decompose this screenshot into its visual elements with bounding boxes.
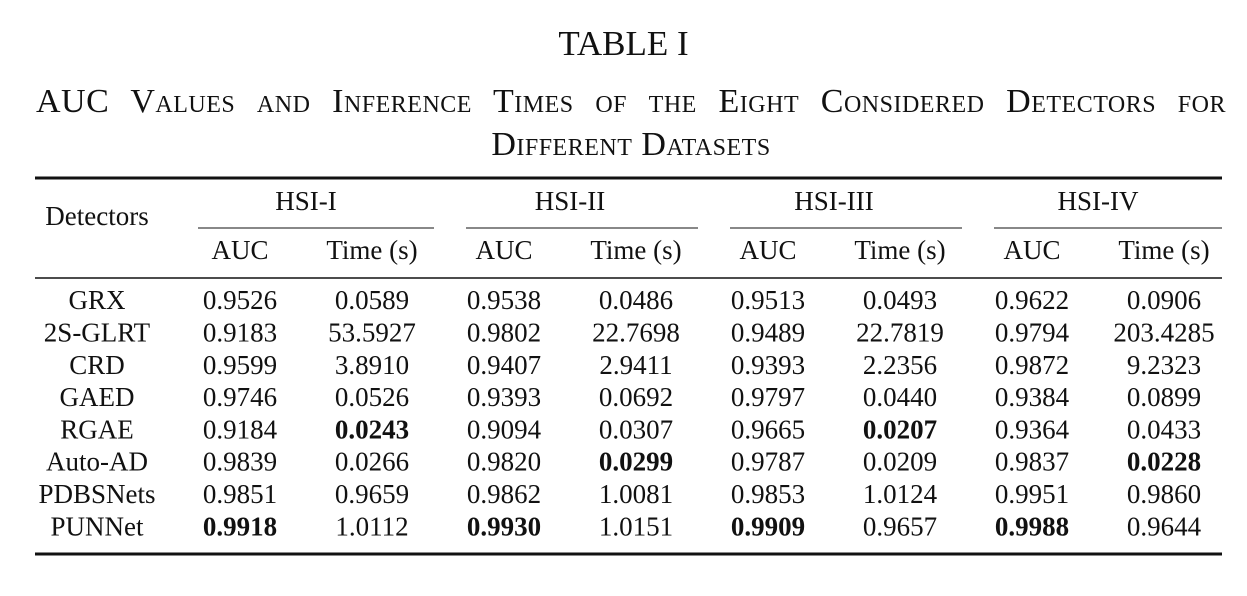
- table-cell: 0.9665: [731, 414, 805, 444]
- table-cell: 0.9538: [467, 285, 541, 315]
- table-caption: AUC Values and Inference Times of the Ei…: [36, 83, 1226, 163]
- table-cell: 0.9951: [995, 479, 1069, 509]
- table-cell: 53.5927: [328, 318, 416, 348]
- column-header: Time (s): [1118, 235, 1209, 265]
- table-cell: 0.9787: [731, 447, 805, 477]
- table-cell: 9.2323: [1127, 350, 1201, 380]
- table-cell: 0.0266: [335, 447, 409, 477]
- table-cell: 0.9839: [203, 447, 277, 477]
- table-cell: 0.9851: [203, 479, 277, 509]
- column-header: AUC: [475, 235, 532, 265]
- table-cell: 0.0299: [599, 447, 673, 477]
- table-cell: 0.0228: [1127, 447, 1201, 477]
- table-cell: 2.2356: [863, 350, 937, 380]
- row-header: PDBSNets: [38, 479, 155, 509]
- header-cell: Detectors: [45, 201, 148, 231]
- row-header: Auto-AD: [46, 447, 148, 477]
- table-cell: 1.0112: [335, 511, 408, 541]
- table-cell: 0.9407: [467, 350, 541, 380]
- table-cell: 0.9853: [731, 479, 805, 509]
- table-cell: 0.9364: [995, 414, 1070, 444]
- table-cell: 0.9820: [467, 447, 541, 477]
- table-cell: 1.0081: [599, 479, 673, 509]
- table-cell: 22.7819: [856, 318, 944, 348]
- table-cell: 0.9930: [467, 511, 541, 541]
- table-cell: 0.9860: [1127, 479, 1201, 509]
- table-cell: 0.0307: [599, 414, 673, 444]
- table-cell: 0.9918: [203, 511, 277, 541]
- table-cell: 0.9183: [203, 318, 277, 348]
- table-cell: 0.9802: [467, 318, 541, 348]
- column-header: Time (s): [590, 235, 681, 265]
- table-cell: 2.9411: [599, 350, 672, 380]
- table-cell: 0.0243: [335, 414, 409, 444]
- table-cell: 0.9659: [335, 479, 409, 509]
- table-title: TABLE I: [558, 24, 689, 63]
- row-header: GRX: [68, 285, 126, 315]
- table-cell: 0.9384: [995, 382, 1070, 412]
- table-cell: 0.0906: [1127, 285, 1201, 315]
- group-header: HSI-II: [535, 186, 605, 216]
- group-header: HSI-I: [275, 186, 337, 216]
- table-cell: 0.0493: [863, 285, 937, 315]
- group-header: HSI-III: [794, 186, 873, 216]
- table-cell: 0.0209: [863, 447, 937, 477]
- table-cell: 22.7698: [592, 318, 680, 348]
- table-cell: 0.9393: [731, 350, 805, 380]
- table-cell: 0.0692: [599, 382, 673, 412]
- table-cell: 1.0151: [599, 511, 673, 541]
- table-cell: 0.9526: [203, 285, 277, 315]
- column-header: AUC: [1003, 235, 1060, 265]
- row-header: GAED: [60, 382, 135, 412]
- table-cell: 0.0899: [1127, 382, 1201, 412]
- table-cell: 0.9622: [995, 285, 1069, 315]
- column-header: AUC: [739, 235, 796, 265]
- table-cell: 203.4285: [1113, 318, 1214, 348]
- table-cell: 0.0440: [863, 382, 937, 412]
- table-cell: 0.0433: [1127, 414, 1201, 444]
- row-header: PUNNet: [51, 511, 144, 541]
- table-cell: 0.9513: [731, 285, 805, 315]
- row-header: RGAE: [60, 414, 134, 444]
- table-cell: 0.0207: [863, 414, 937, 444]
- table-cell: 0.9393: [467, 382, 541, 412]
- column-header: Time (s): [326, 235, 417, 265]
- table-cell: 0.0589: [335, 285, 409, 315]
- table-cell: 0.9872: [995, 350, 1069, 380]
- table-cell: 1.0124: [863, 479, 938, 509]
- table-cell: 0.9837: [995, 447, 1069, 477]
- table-cell: 0.9862: [467, 479, 541, 509]
- table-cell: 0.9599: [203, 350, 277, 380]
- table-cell: 0.9797: [731, 382, 805, 412]
- table-cell: 0.0486: [599, 285, 673, 315]
- column-header: AUC: [211, 235, 268, 265]
- row-header: 2S-GLRT: [44, 318, 151, 348]
- column-header: Time (s): [854, 235, 945, 265]
- table-cell: 0.9794: [995, 318, 1070, 348]
- table-cell: 0.0526: [335, 382, 409, 412]
- table-cell: 0.9657: [863, 511, 937, 541]
- group-header: HSI-IV: [1058, 186, 1139, 216]
- table-cell: 0.9909: [731, 511, 805, 541]
- table-cell: 0.9644: [1127, 511, 1202, 541]
- table-cell: 0.9489: [731, 318, 805, 348]
- row-header: CRD: [69, 350, 125, 380]
- table-cell: 0.9988: [995, 511, 1069, 541]
- table-cell: 3.8910: [335, 350, 409, 380]
- table-cell: 0.9094: [467, 414, 542, 444]
- table-cell: 0.9184: [203, 414, 278, 444]
- table-cell: 0.9746: [203, 382, 277, 412]
